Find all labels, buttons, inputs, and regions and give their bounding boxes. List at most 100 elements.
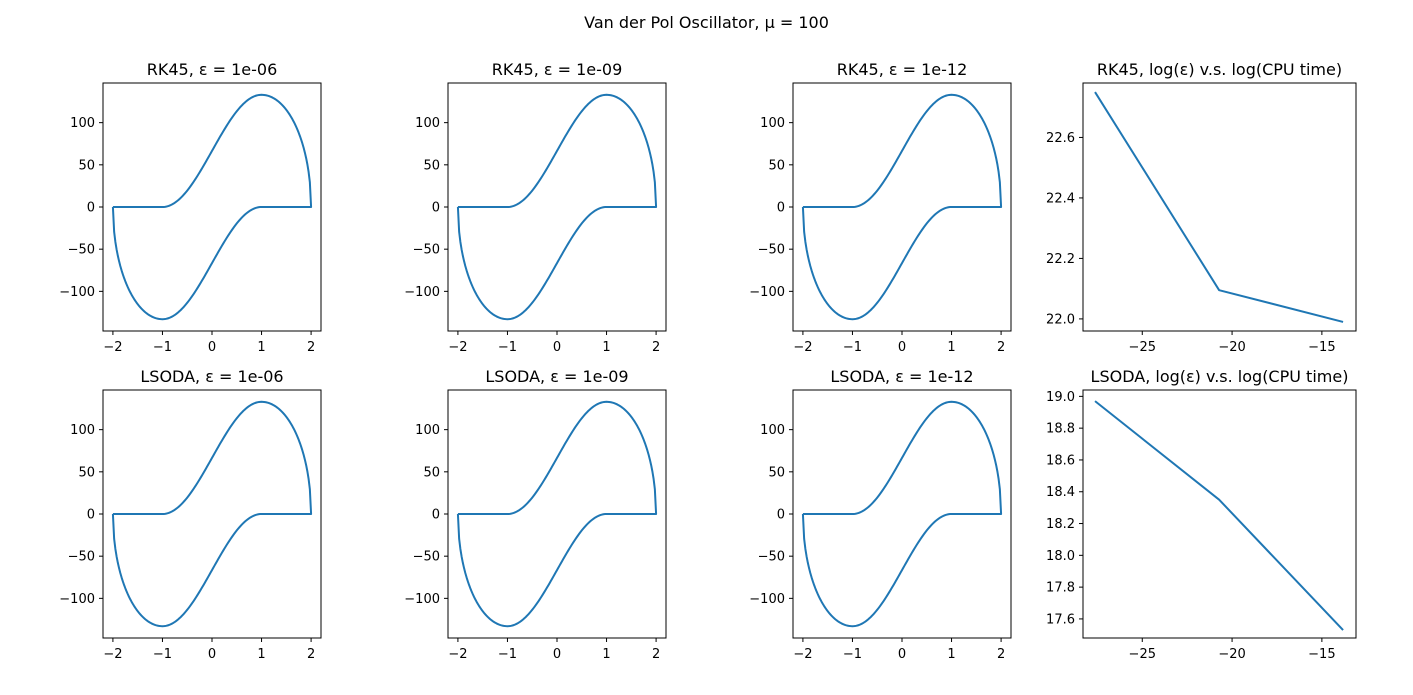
- y-tick-label: 100: [415, 423, 440, 438]
- y-tick-label: 18.4: [1046, 485, 1075, 500]
- y-tick-label: 19.0: [1046, 390, 1075, 405]
- series-line: [1094, 91, 1344, 323]
- x-tick-label: 2: [997, 340, 1005, 355]
- subplot-lsoda-1e-06: LSODA, ε = 1e-06 −2 −1 0 1 2 −100 −50 0 50 100: [59, 367, 322, 662]
- y-tick-label: 22.2: [1046, 252, 1075, 267]
- x-tick-label: −2: [448, 647, 467, 662]
- y-tick-label: −100: [404, 285, 440, 300]
- y-tick-label: 100: [70, 423, 95, 438]
- series-line: [1094, 400, 1344, 631]
- axes-frame: [1082, 389, 1357, 639]
- x-tick-label: −2: [448, 340, 467, 355]
- x-tick-label: −1: [498, 340, 517, 355]
- subplot-title: LSODA, ε = 1e-06: [140, 367, 283, 386]
- x-tick-label: −20: [1218, 647, 1245, 662]
- x-tick-label: −2: [103, 647, 122, 662]
- x-tick-label: 2: [307, 647, 315, 662]
- y-tick-label: 50: [78, 158, 95, 173]
- y-tick-label: −100: [749, 592, 785, 607]
- x-tick-label: −1: [843, 647, 862, 662]
- figure-title: Van der Pol Oscillator, μ = 100: [584, 13, 829, 32]
- x-tick-label: −15: [1308, 340, 1335, 355]
- y-tick-label: −50: [68, 243, 95, 258]
- x-tick-label: 2: [652, 647, 660, 662]
- x-tick-label: 0: [898, 340, 906, 355]
- x-tick-label: 1: [257, 647, 265, 662]
- series-line: [456, 93, 658, 321]
- y-tick-label: −100: [59, 592, 95, 607]
- y-tick-label: 18.0: [1046, 549, 1075, 564]
- y-tick-label: 50: [78, 465, 95, 480]
- x-tick-label: 0: [553, 340, 561, 355]
- y-tick-label: 0: [87, 508, 95, 523]
- y-tick-label: −100: [404, 592, 440, 607]
- y-tick-label: 0: [777, 508, 785, 523]
- series-line: [111, 93, 313, 321]
- subplot-title: RK45, ε = 1e-09: [492, 60, 623, 79]
- y-tick-label: 18.8: [1046, 422, 1075, 437]
- subplot-rk45-time: RK45, log(ε) v.s. log(CPU time) −25 −20 −15…: [1046, 60, 1357, 355]
- y-tick-label: 50: [768, 465, 785, 480]
- subplot-title: RK45, ε = 1e-12: [837, 60, 968, 79]
- subplot-lsoda-1e-09: LSODA, ε = 1e-09 −2 −1 0 1 2 −100 −50 0 50 100: [404, 367, 667, 662]
- subplot-title: RK45, ε = 1e-06: [147, 60, 278, 79]
- y-tick-label: 22.4: [1046, 191, 1075, 206]
- x-tick-label: 2: [652, 340, 660, 355]
- y-tick-label: 17.6: [1046, 612, 1075, 627]
- subplot-rk45-1e-09: RK45, ε = 1e-09 −2 −1 0 1 2 −100 −50 0 50 100: [404, 60, 667, 355]
- y-tick-label: −50: [758, 243, 785, 258]
- y-tick-label: −100: [59, 285, 95, 300]
- series-line: [801, 400, 1003, 628]
- y-tick-label: −50: [413, 243, 440, 258]
- x-tick-label: 2: [997, 647, 1005, 662]
- x-tick-label: −25: [1129, 340, 1156, 355]
- y-tick-label: 0: [432, 201, 440, 216]
- series-line: [111, 400, 313, 628]
- x-tick-label: −1: [153, 340, 172, 355]
- subplot-rk45-1e-06: RK45, ε = 1e-06 −2 −1 0 1 2 −100 −50 0 50 100: [59, 60, 322, 355]
- y-tick-label: 22.0: [1046, 312, 1075, 327]
- y-tick-label: 50: [423, 465, 440, 480]
- x-tick-label: 1: [947, 340, 955, 355]
- y-tick-label: −50: [68, 550, 95, 565]
- subplot-title: LSODA, ε = 1e-09: [485, 367, 628, 386]
- y-tick-label: 100: [760, 116, 785, 131]
- y-tick-label: 50: [768, 158, 785, 173]
- y-tick-label: 0: [432, 508, 440, 523]
- y-tick-label: 0: [87, 201, 95, 216]
- x-tick-label: 1: [602, 647, 610, 662]
- y-tick-label: 22.6: [1046, 131, 1075, 146]
- subplot-title: LSODA, log(ε) v.s. log(CPU time): [1091, 367, 1349, 386]
- x-tick-label: 2: [307, 340, 315, 355]
- axes-frame: [1082, 82, 1357, 332]
- subplot-grid: RK45, ε = 1e-06−2 −1 0 1 2−100−50050100RK45,…: [59, 60, 1357, 662]
- y-tick-label: 100: [70, 116, 95, 131]
- y-tick-label: 0: [777, 201, 785, 216]
- x-tick-label: 1: [947, 647, 955, 662]
- subplot-title: RK45, log(ε) v.s. log(CPU time): [1097, 60, 1342, 79]
- x-tick-label: 0: [553, 647, 561, 662]
- y-tick-label: 100: [415, 116, 440, 131]
- x-tick-label: −25: [1129, 647, 1156, 662]
- x-tick-label: 1: [602, 340, 610, 355]
- x-tick-label: −2: [103, 340, 122, 355]
- x-tick-label: 0: [208, 647, 216, 662]
- y-tick-label: 100: [760, 423, 785, 438]
- y-tick-label: 50: [423, 158, 440, 173]
- x-tick-label: −20: [1218, 340, 1245, 355]
- x-tick-label: −1: [153, 647, 172, 662]
- y-tick-label: −50: [758, 550, 785, 565]
- subplot-rk45-1e-12: RK45, ε = 1e-12 −2 −1 0 1 2 −100 −50 0 50 100: [749, 60, 1012, 355]
- series-line: [801, 93, 1003, 321]
- x-tick-label: 0: [898, 647, 906, 662]
- y-tick-label: −100: [749, 285, 785, 300]
- x-tick-label: −2: [793, 647, 812, 662]
- x-tick-label: −1: [498, 647, 517, 662]
- subplot-lsoda-time: LSODA, log(ε) v.s. log(CPU time) −25 −20 −1…: [1046, 367, 1357, 662]
- y-tick-label: 18.2: [1046, 517, 1075, 532]
- x-tick-label: −2: [793, 340, 812, 355]
- y-tick-label: −50: [413, 550, 440, 565]
- y-tick-label: 18.6: [1046, 453, 1075, 468]
- subplot-title: LSODA, ε = 1e-12: [830, 367, 973, 386]
